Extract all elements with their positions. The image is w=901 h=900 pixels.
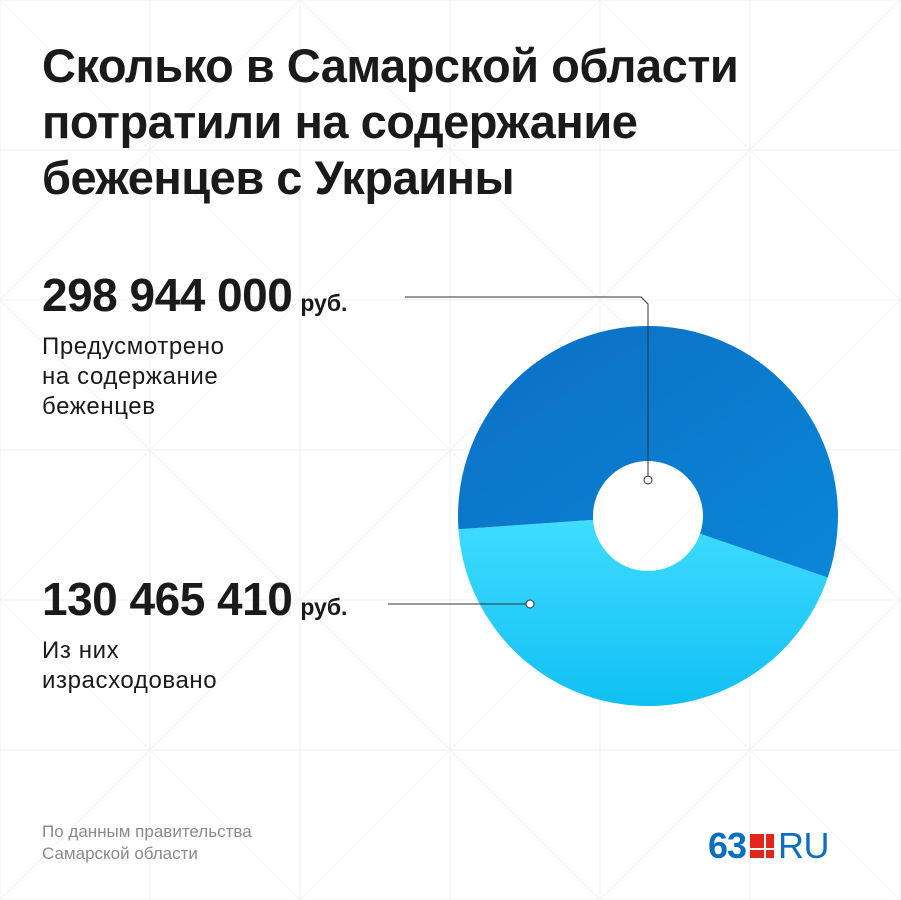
source-line: Самарской области xyxy=(42,844,198,863)
spent-description-line: израсходовано xyxy=(42,667,218,694)
total-budget-stat: 298 944 000 руб. Предусмотрено на содержа… xyxy=(42,268,347,422)
title-line: беженцев с Украины xyxy=(42,151,515,204)
spent-stat: 130 465 410 руб. Из них израсходовано xyxy=(42,572,347,696)
spent-description-line: Из них xyxy=(42,637,120,664)
logo-number: 63 xyxy=(708,825,747,866)
total-value: 298 944 000 xyxy=(42,269,293,321)
title-line: потратили на содержание xyxy=(42,95,638,148)
source-line: По данным правительства xyxy=(42,822,252,841)
logo-mark-icon xyxy=(750,834,775,858)
total-value-row: 298 944 000 руб. xyxy=(42,268,347,322)
total-description-line: Предусмотрено xyxy=(42,333,225,360)
brand-logo[interactable]: 63 RU xyxy=(708,825,830,866)
total-description-line: на содержание xyxy=(42,363,219,390)
total-leader-dot xyxy=(643,475,653,485)
total-description-line: беженцев xyxy=(42,393,156,420)
spent-unit: руб. xyxy=(300,594,348,620)
spent-description: Из них израсходовано xyxy=(42,636,347,696)
spent-leader-dot xyxy=(525,599,535,609)
logo-suffix: RU xyxy=(778,825,830,866)
total-unit: руб. xyxy=(300,290,348,316)
title-line: Сколько в Самарской области xyxy=(42,39,739,92)
spent-slice xyxy=(458,519,828,707)
spent-value: 130 465 410 xyxy=(42,573,293,625)
total-leader-line xyxy=(405,296,649,480)
page-title: Сколько в Самарской области потратили на… xyxy=(42,38,862,206)
total-description: Предусмотрено на содержание беженцев xyxy=(42,332,347,422)
source-note: По данным правительства Самарской област… xyxy=(42,821,252,865)
spent-value-row: 130 465 410 руб. xyxy=(42,572,347,626)
